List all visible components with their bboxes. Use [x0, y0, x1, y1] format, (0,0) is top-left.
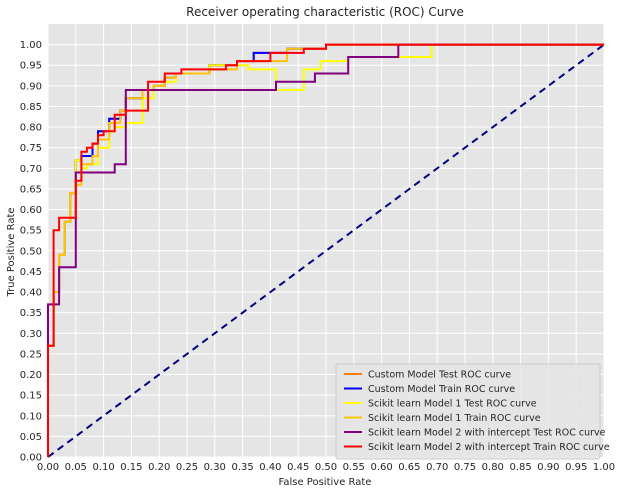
y-tick-label: 0.80	[20, 123, 42, 134]
y-tick-label: 0.85	[20, 102, 42, 113]
x-tick-label: 1.00	[593, 462, 615, 473]
x-tick-label: 0.35	[231, 462, 253, 473]
series-line-6	[47, 43, 604, 457]
x-tick-label: 0.60	[370, 462, 392, 473]
x-tick-labels: 0.00 0.05 0.10 0.15 0.20 0.25 0.30 0.35 0.40 0.45…	[37, 462, 615, 473]
legend-label: Scikit learn Model 1 Test ROC curve	[368, 399, 537, 410]
y-tick-label: 0.65	[20, 184, 42, 195]
x-tick-label: 0.90	[537, 462, 559, 473]
legend-label: Custom Model Test ROC curve	[368, 370, 511, 381]
y-tick-labels: 0.00 0.05 0.10 0.15 0.20 0.25 0.30 0.35 0.40 0.45…	[20, 40, 42, 463]
y-tick-label: 0.90	[20, 81, 42, 92]
x-tick-label: 0.55	[343, 462, 365, 473]
legend-label: Scikit learn Model 2 with intercept Test…	[368, 428, 606, 439]
series-layer	[47, 43, 604, 457]
legend-label: Custom Model Train ROC curve	[368, 384, 515, 395]
x-tick-label: 0.05	[65, 462, 87, 473]
x-tick-label: 0.20	[148, 462, 170, 473]
legend-box	[335, 363, 601, 460]
y-tick-label: 0.55	[20, 226, 42, 237]
x-tick-label: 0.95	[565, 462, 587, 473]
y-tick-label: 0.95	[20, 61, 42, 72]
y-tick-label: 0.20	[20, 370, 42, 381]
y-tick-label: 0.50	[20, 246, 42, 257]
y-tick-label: 0.25	[20, 349, 42, 360]
y-tick-label: 1.00	[20, 40, 42, 51]
x-tick-label: 0.80	[482, 462, 504, 473]
x-tick-label: 0.75	[454, 462, 476, 473]
y-axis-label: True Positive Rate	[6, 207, 17, 297]
legend: Custom Model Test ROC curve Custom Model …	[335, 363, 610, 460]
y-tick-label: 0.40	[20, 288, 42, 299]
y-tick-label: 0.75	[20, 143, 42, 154]
x-tick-label: 0.00	[37, 462, 59, 473]
y-tick-label: 0.00	[20, 453, 42, 464]
chart-title: Receiver operating characteristic (ROC) …	[186, 5, 464, 19]
legend-label: Scikit learn Model 1 Train ROC curve	[368, 413, 541, 424]
reference-diagonal-line	[47, 43, 605, 458]
x-tick-label: 0.15	[120, 462, 142, 473]
y-tick-label: 0.60	[20, 205, 42, 216]
x-tick-label: 0.30	[204, 462, 226, 473]
series-line-5	[47, 43, 604, 457]
x-tick-label: 0.85	[509, 462, 531, 473]
y-tick-label: 0.45	[20, 267, 42, 278]
y-tick-label: 0.05	[20, 432, 42, 443]
x-tick-label: 0.65	[398, 462, 420, 473]
x-tick-label: 0.45	[287, 462, 309, 473]
y-tick-label: 0.15	[20, 391, 42, 402]
x-tick-label: 0.25	[176, 462, 198, 473]
series-line-4	[47, 43, 604, 457]
reference-line-layer	[47, 43, 605, 458]
x-axis-label: False Positive Rate	[279, 477, 372, 488]
y-tick-label: 0.30	[20, 329, 42, 340]
x-tick-label: 0.10	[92, 462, 114, 473]
x-tick-label: 0.40	[259, 462, 281, 473]
y-tick-label: 0.35	[20, 308, 42, 319]
y-tick-label: 0.10	[20, 411, 42, 422]
legend-label: Scikit learn Model 2 with intercept Trai…	[368, 442, 610, 453]
x-tick-label: 0.50	[315, 462, 337, 473]
y-tick-label: 0.70	[20, 164, 42, 175]
x-tick-label: 0.70	[426, 462, 448, 473]
